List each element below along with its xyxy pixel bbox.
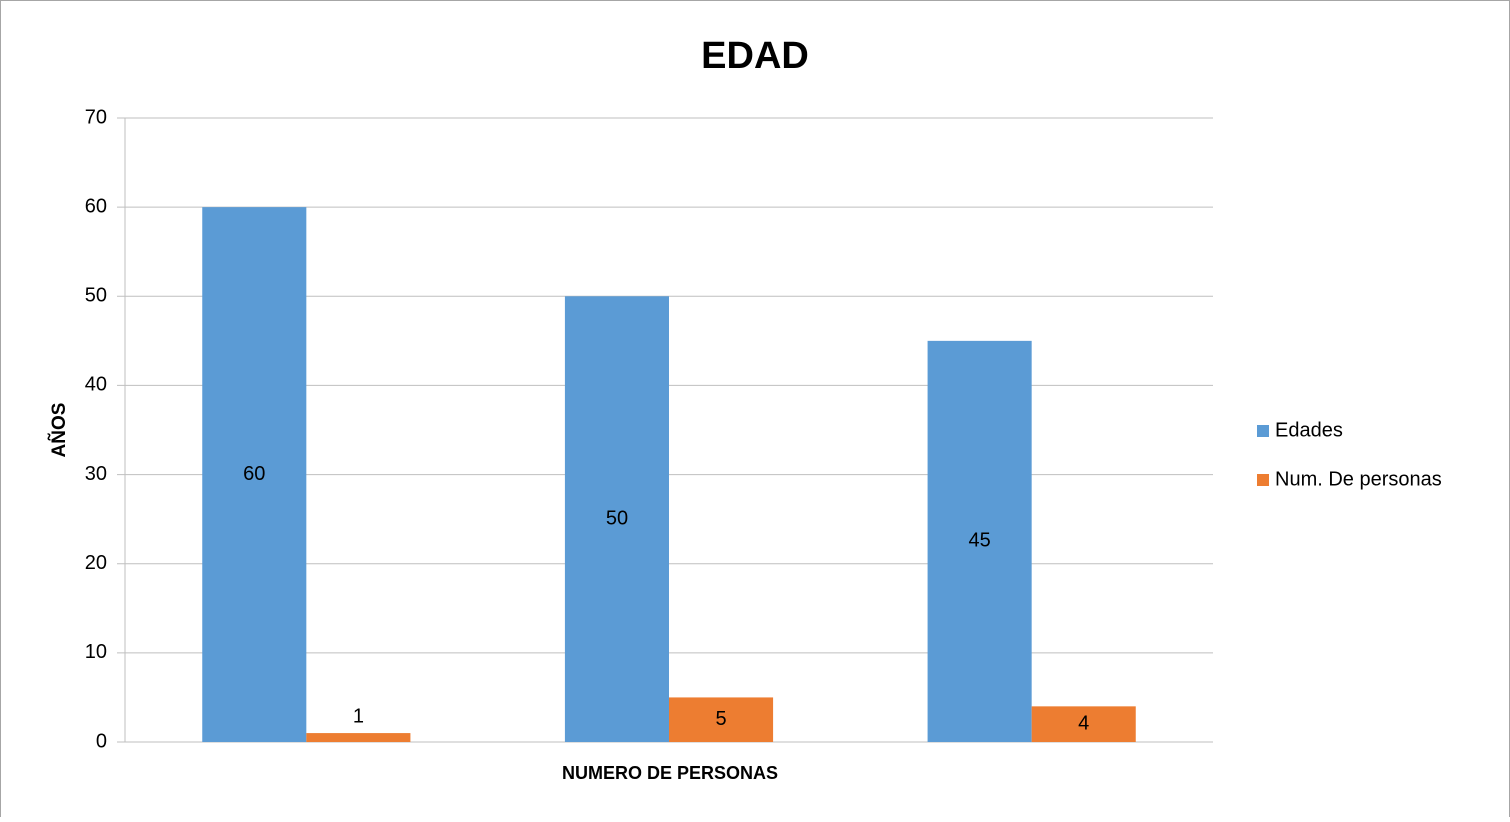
data-label: 45 bbox=[968, 530, 990, 552]
y-tick-label: 30 bbox=[85, 463, 107, 485]
y-tick-label: 10 bbox=[85, 641, 107, 663]
y-axis-label: AÑOS bbox=[48, 403, 70, 458]
data-label: 50 bbox=[606, 507, 628, 529]
legend-swatch bbox=[1257, 474, 1269, 486]
y-tick-label: 50 bbox=[85, 285, 107, 307]
y-tick-label: 20 bbox=[85, 552, 107, 574]
chart-title: EDAD bbox=[701, 35, 809, 77]
y-tick-label: 60 bbox=[85, 195, 107, 217]
bar bbox=[1031, 706, 1136, 742]
bar bbox=[202, 207, 307, 743]
y-tick-label: 0 bbox=[96, 730, 107, 752]
legend-swatch bbox=[1257, 425, 1269, 437]
legend-label: Edades bbox=[1275, 419, 1343, 441]
x-axis-label: NUMERO DE PERSONAS bbox=[562, 763, 778, 783]
bar bbox=[669, 697, 774, 742]
data-label: 5 bbox=[715, 708, 726, 730]
bar bbox=[306, 733, 411, 742]
legend-label: Num. De personas bbox=[1275, 468, 1442, 490]
data-label: 1 bbox=[353, 705, 364, 727]
data-label: 4 bbox=[1078, 712, 1089, 734]
data-label: 60 bbox=[243, 463, 265, 485]
y-tick-label: 70 bbox=[85, 106, 107, 128]
bar bbox=[927, 340, 1032, 742]
bar bbox=[564, 296, 669, 742]
y-tick-label: 40 bbox=[85, 374, 107, 396]
